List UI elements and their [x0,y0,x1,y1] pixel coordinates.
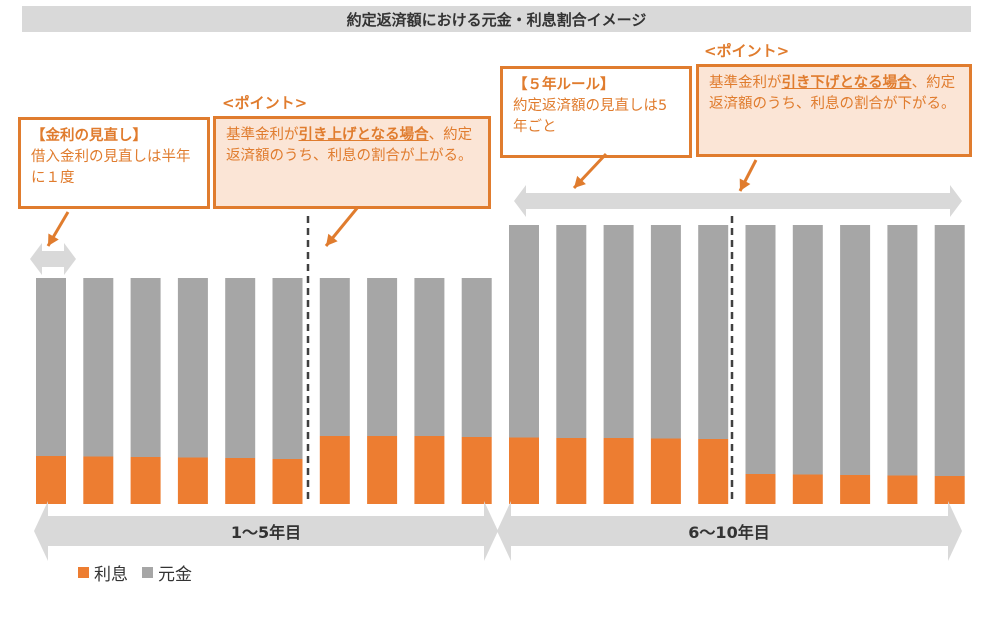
point-down-pre: 基準金利が [709,75,782,91]
five-year-rule-body: 約定返済額の見直しは5年ごと [513,98,668,135]
bar-principal-13 [603,225,634,438]
point-down-highlight: 引き下げとなる場合 [781,75,912,91]
point-up-label: <ポイント> [222,94,308,112]
bar-interest-8 [367,436,398,504]
bar-interest-12 [556,438,587,504]
bar-principal-4 [177,278,208,458]
point-up-post: 、約定返済額のうち、利息の割合が上がる。 [226,127,473,164]
legend-interest-swatch [78,567,89,578]
five-year-pointer-head [574,175,586,188]
bar-principal-20 [934,225,965,476]
chart-title: 約定返済額における元金・利息割合イメージ [346,10,647,29]
bar-principal-2 [83,278,114,457]
bar-interest-15 [698,439,729,504]
five-year-rule-head: 【５年ルール】 [513,77,615,93]
bar-interest-1 [36,456,66,504]
point-up-pre: 基準金利が [226,127,299,143]
legend-interest-label: 利息 [94,565,128,585]
bar-interest-7 [319,436,350,504]
bar-principal-11 [509,225,539,438]
bar-interest-20 [934,476,965,504]
bar-interest-13 [603,438,634,504]
bar-interest-10 [461,437,492,504]
bar-interest-6 [272,459,303,504]
half-year-arrow [30,243,76,275]
legend-principal: 元金 [142,560,192,585]
bar-principal-1 [36,278,66,456]
bar-interest-19 [887,475,918,504]
rate-review-pointer-head [48,233,59,246]
bar-interest-16 [745,474,776,504]
bar-interest-4 [177,457,208,504]
period-2-arrow [497,501,962,561]
period-1-arrow [34,501,498,561]
rate-review-body: 借入金利の見直しは半年に１度 [31,149,191,186]
chart-title-bar: 約定返済額における元金・利息割合イメージ [22,6,971,32]
bar-interest-17 [792,474,823,504]
bar-interest-14 [650,438,681,504]
bar-interest-5 [225,458,256,504]
bar-principal-19 [887,225,918,476]
bar-principal-16 [745,225,776,474]
rate-review-head: 【金利の見直し】 [31,128,147,144]
legend: 利息 元金 [78,560,206,585]
five-year-rule-note: 【５年ルール】 約定返済額の見直しは5年ごと [500,66,692,158]
point-up-note: 基準金利が引き上げとなる場合、約定返済額のうち、利息の割合が上がる。 [213,116,491,209]
point-down-pointer-head [739,178,751,191]
bar-principal-7 [319,278,350,436]
five-year-span-arrow [514,185,962,217]
bar-principal-8 [367,278,398,436]
bar-principal-17 [792,225,823,475]
rate-review-note: 【金利の見直し】 借入金利の見直しは半年に１度 [18,117,210,209]
bar-principal-15 [698,225,729,439]
point-up-highlight: 引き上げとなる場合 [298,127,429,143]
point-up-pointer-head [326,233,338,246]
bar-principal-10 [461,278,492,437]
bar-principal-14 [650,225,681,439]
legend-principal-swatch [142,567,153,578]
bar-interest-3 [130,457,161,504]
bar-principal-18 [840,225,871,475]
bar-interest-18 [840,475,871,504]
bar-interest-11 [509,437,539,504]
bar-principal-12 [556,225,587,438]
period-label-1: 1～5年目 [231,523,301,542]
bar-principal-3 [130,278,161,457]
point-down-note: 基準金利が引き下げとなる場合、約定返済額のうち、利息の割合が下がる。 [696,64,972,157]
bar-principal-6 [272,278,303,459]
legend-interest: 利息 [78,560,128,585]
bar-interest-9 [414,436,445,504]
point-down-post: 、約定返済額のうち、利息の割合が下がる。 [709,75,956,112]
bar-principal-5 [225,278,256,458]
period-label-2: 6～10年目 [688,523,769,542]
bar-interest-2 [83,456,114,504]
legend-principal-label: 元金 [158,565,192,585]
point-down-label: <ポイント> [704,42,790,60]
bar-principal-9 [414,278,445,436]
